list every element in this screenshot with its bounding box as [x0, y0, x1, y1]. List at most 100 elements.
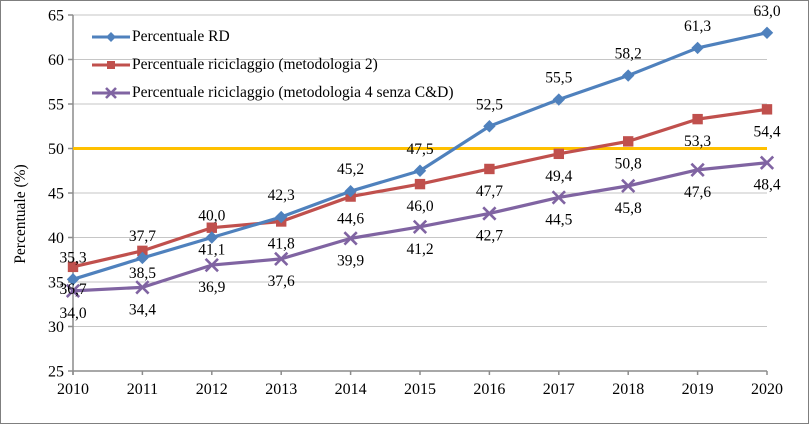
- x-marker-icon: [759, 155, 775, 170]
- diamond-marker-icon: [622, 69, 635, 82]
- line-square-marker-icon: [91, 58, 131, 72]
- data-label: 37,7: [129, 228, 156, 245]
- x-tick-label: 2014: [335, 381, 367, 398]
- data-label: 54,4: [753, 123, 780, 140]
- y-tick-label: 60: [48, 52, 64, 69]
- data-label: 36,7: [59, 281, 86, 298]
- x-marker-icon: [343, 231, 358, 246]
- y-tick-label: 25: [48, 364, 64, 381]
- x-marker-icon: [105, 87, 117, 99]
- x-tick-label: 2017: [543, 381, 575, 398]
- diamond-marker-icon: [483, 120, 496, 133]
- data-label: 36,9: [198, 279, 225, 296]
- x-tick-label: 2010: [57, 381, 89, 398]
- data-label: 39,9: [337, 252, 364, 269]
- square-marker-icon: [137, 245, 148, 257]
- diamond-marker-icon: [205, 231, 218, 244]
- data-label: 53,3: [684, 133, 711, 150]
- square-marker-icon: [206, 222, 217, 233]
- y-tick-label: 55: [48, 97, 64, 114]
- y-tick-label: 45: [48, 186, 64, 203]
- data-label: 34,0: [59, 305, 86, 322]
- data-label: 41,2: [406, 241, 433, 258]
- diamond-marker-icon: [275, 210, 288, 224]
- x-marker-icon: [135, 280, 150, 295]
- y-tick-label: 35: [48, 275, 64, 292]
- x-marker-icon: [621, 178, 636, 193]
- data-label: 44,5: [545, 211, 572, 228]
- diamond-marker-icon: [344, 185, 357, 198]
- x-marker-icon: [482, 206, 497, 221]
- x-tick-label: 2012: [196, 381, 228, 398]
- data-label: 34,4: [129, 301, 156, 318]
- data-label: 61,3: [684, 18, 711, 35]
- data-label: 47,6: [684, 184, 711, 201]
- line-diamond-marker-icon: [91, 30, 131, 44]
- x-marker-icon: [690, 162, 705, 177]
- legend-label: Percentuale riciclaggio (metodologia 4 s…: [132, 84, 454, 101]
- y-tick-label: 40: [48, 230, 64, 247]
- data-label: 55,5: [545, 70, 572, 87]
- square-marker-icon: [553, 148, 564, 160]
- square-marker-icon: [623, 136, 634, 147]
- diamond-marker-icon: [413, 164, 427, 177]
- data-label: 63,0: [753, 3, 780, 20]
- legend-item-riciclaggio-metodologia-4: Percentuale riciclaggio (metodologia 4 s…: [91, 79, 454, 107]
- x-tick-label: 2015: [404, 381, 436, 398]
- square-marker-icon: [67, 261, 79, 273]
- legend-label: Percentuale riciclaggio (metodologia 2): [132, 56, 378, 73]
- data-label: 42,3: [268, 187, 295, 204]
- x-marker-icon: [551, 190, 566, 205]
- data-label: 58,2: [615, 46, 642, 63]
- y-tick-label: 30: [48, 319, 64, 336]
- x-tick-label: 2018: [612, 381, 644, 398]
- x-tick-label: 2011: [127, 381, 158, 398]
- diamond-marker-icon: [552, 93, 565, 106]
- line-x-marker-icon: [91, 86, 131, 100]
- x-marker-icon: [65, 283, 81, 299]
- square-marker-icon: [414, 178, 426, 190]
- diamond-marker-icon: [136, 251, 149, 265]
- data-label: 45,2: [337, 161, 364, 178]
- data-label: 47,7: [476, 183, 503, 200]
- data-label: 48,4: [753, 177, 780, 194]
- square-marker-icon: [484, 163, 495, 175]
- data-label: 37,6: [268, 273, 295, 290]
- x-tick-label: 2019: [682, 381, 714, 398]
- square-marker-icon: [107, 61, 115, 69]
- data-label: 35,3: [59, 249, 86, 266]
- data-label: 41,1: [198, 242, 225, 259]
- x-marker-icon: [274, 251, 289, 266]
- data-label: 44,6: [337, 211, 364, 228]
- legend-item-percentuale-rd: Percentuale RD: [91, 23, 454, 51]
- y-tick-label: 65: [48, 8, 64, 25]
- legend-label: Percentuale RD: [132, 28, 230, 45]
- y-axis-title: Percentuale (%): [12, 164, 29, 264]
- y-tick-label: 50: [48, 141, 64, 158]
- data-label: 50,8: [615, 155, 642, 172]
- x-marker-icon: [412, 219, 428, 234]
- data-label: 41,8: [268, 235, 295, 252]
- data-label: 38,5: [129, 265, 156, 282]
- data-label: 52,5: [476, 96, 503, 113]
- x-tick-label: 2013: [265, 381, 297, 398]
- diamond-marker-icon: [691, 41, 704, 55]
- data-label: 47,5: [406, 141, 433, 158]
- x-marker-icon: [204, 257, 219, 273]
- x-tick-label: 2020: [751, 381, 783, 398]
- data-label: 46,0: [406, 198, 433, 215]
- legend: Percentuale RD Percentuale riciclaggio (…: [91, 23, 454, 107]
- legend-item-riciclaggio-metodologia-2: Percentuale riciclaggio (metodologia 2): [91, 51, 454, 79]
- diamond-marker-icon: [106, 32, 116, 42]
- x-tick-label: 2016: [473, 381, 505, 398]
- diamond-marker-icon: [66, 273, 80, 286]
- data-label: 49,4: [545, 168, 572, 185]
- data-label: 42,7: [476, 227, 503, 244]
- square-marker-icon: [692, 113, 703, 125]
- data-label: 45,8: [615, 200, 642, 217]
- square-marker-icon: [761, 104, 773, 115]
- data-label: 40,0: [198, 208, 225, 225]
- diamond-marker-icon: [760, 26, 774, 39]
